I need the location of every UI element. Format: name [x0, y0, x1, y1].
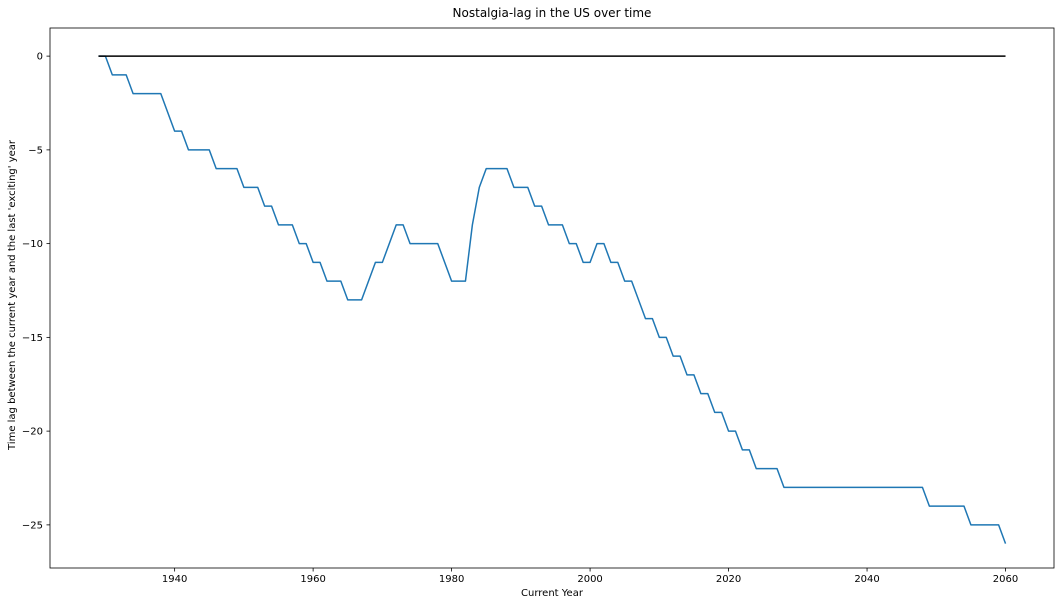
y-tick-label: 0 [37, 52, 43, 63]
x-axis-ticks: 1940 1960 1980 2000 2020 2040 2060 [162, 568, 1018, 585]
x-tick-label: 1980 [439, 574, 464, 585]
plot-area [49, 27, 1055, 569]
x-tick-label: 1940 [162, 574, 187, 585]
y-axis-ticks: 0 −5 −10 −15 −20 −25 [22, 52, 50, 531]
x-tick-label: 1960 [300, 574, 325, 585]
y-tick-label: −10 [22, 239, 43, 250]
chart-title: Nostalgia-lag in the US over time [453, 6, 652, 20]
x-tick-label: 2000 [577, 574, 602, 585]
series-layer [98, 55, 1007, 544]
x-axis-label: Current Year [521, 588, 584, 599]
series-line-0 [98, 55, 1007, 544]
x-tick-label: 2020 [716, 574, 741, 585]
plot-frame [49, 27, 1055, 569]
y-tick-label: −20 [22, 427, 43, 438]
x-tick-label: 2060 [993, 574, 1018, 585]
y-axis-label: Time lag between the current year and th… [7, 139, 18, 451]
y-tick-label: −25 [22, 520, 43, 531]
y-tick-label: −5 [28, 145, 43, 156]
y-tick-label: −15 [22, 333, 43, 344]
x-tick-label: 2040 [854, 574, 879, 585]
